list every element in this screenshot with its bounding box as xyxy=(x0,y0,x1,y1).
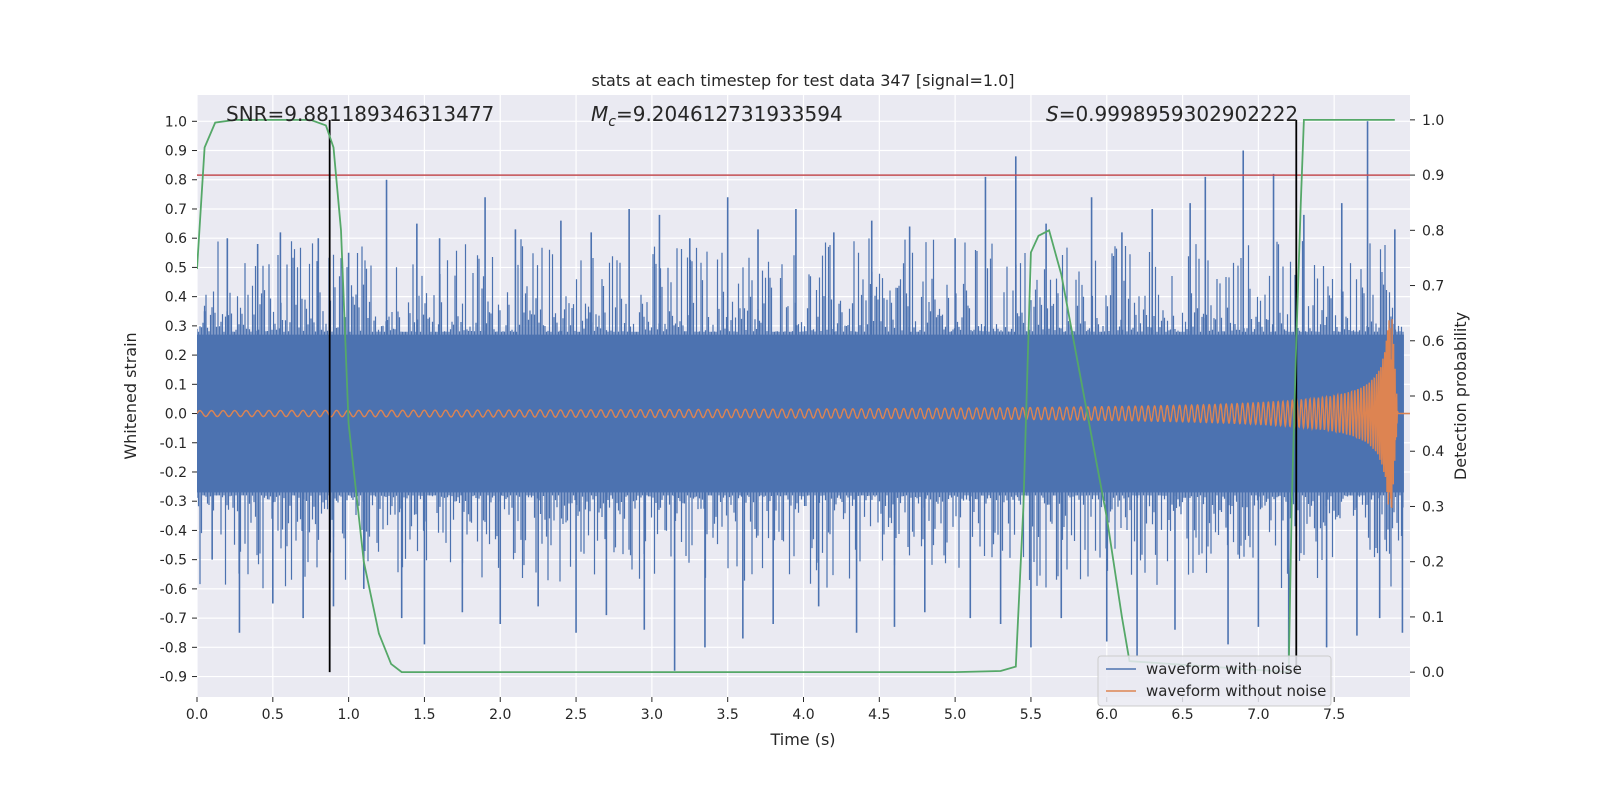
y-tick-label: 0.2 xyxy=(165,348,187,364)
y2-tick-label: 0.4 xyxy=(1422,444,1444,460)
x-tick-label: 6.0 xyxy=(1096,707,1118,723)
x-axis: 0.0 0.5 1.0 1.5 2.0 2.5 3.0 3.5 4.0 4.5 5.0 5.5 6.0 6… xyxy=(186,697,1345,723)
x-tick-label: 7.5 xyxy=(1323,707,1345,723)
x-tick-label: 3.5 xyxy=(717,707,739,723)
s-symbol: S xyxy=(1046,102,1059,126)
y-tick-label: 0.8 xyxy=(165,173,187,189)
x-axis-label: Time (s) xyxy=(769,730,835,749)
y-tick-label: -0.5 xyxy=(160,553,187,569)
x-tick-label: 4.0 xyxy=(792,707,814,723)
clean-trace xyxy=(197,319,1410,509)
mc-value: =9.204612731933594 xyxy=(616,102,843,126)
y-tick-label: -0.9 xyxy=(160,670,187,686)
legend: waveform with noise waveform without noi… xyxy=(1097,655,1332,707)
snr-annotation: SNR=9.881189346313477 xyxy=(226,102,494,126)
x-tick-label: 7.0 xyxy=(1247,707,1269,723)
y-tick-label: 0.5 xyxy=(165,260,187,276)
y-tick-label: 0.9 xyxy=(165,144,187,160)
x-tick-label: 5.5 xyxy=(1020,707,1042,723)
y2-tick-label: 0.8 xyxy=(1422,223,1444,239)
y2-tick-label: 1.0 xyxy=(1422,113,1444,129)
y-axis-label: Whitened strain xyxy=(121,332,140,459)
y-tick-label: 0.1 xyxy=(165,377,187,393)
y2-tick-label: 0.6 xyxy=(1422,334,1444,350)
chart-title: stats at each timestep for test data 347… xyxy=(591,71,1014,90)
y-axis-right: 1.0 0.9 0.8 0.7 0.6 0.5 0.4 0.3 0.2 0.1 0.0 xyxy=(1410,113,1444,681)
x-tick-label: 1.5 xyxy=(413,707,435,723)
x-tick-label: 6.5 xyxy=(1171,707,1193,723)
x-tick-label: 5.0 xyxy=(944,707,966,723)
y-tick-label: -0.3 xyxy=(160,494,187,510)
x-tick-label: 1.0 xyxy=(337,707,359,723)
noise-series xyxy=(197,121,1410,671)
y-tick-label: -0.6 xyxy=(160,582,187,598)
y2-tick-label: 0.3 xyxy=(1422,499,1444,515)
s-value: =0.9998959302902222 xyxy=(1059,102,1298,126)
y-tick-label: 0.3 xyxy=(165,319,187,335)
y-tick-label: 0.6 xyxy=(165,231,187,247)
mc-symbol: M xyxy=(591,102,608,126)
y-tick-label: 0.7 xyxy=(165,202,187,218)
s-annotation: S=0.9998959302902222 xyxy=(1046,102,1298,126)
legend-label-noise: waveform with noise xyxy=(1146,660,1302,678)
y-tick-label: 0.0 xyxy=(165,407,187,423)
y2-tick-label: 0.2 xyxy=(1422,555,1444,571)
y-tick-label: 0.4 xyxy=(165,290,187,306)
y2-tick-label: 0.0 xyxy=(1422,665,1444,681)
x-tick-label: 0.0 xyxy=(186,707,208,723)
x-tick-label: 0.5 xyxy=(262,707,284,723)
y-tick-label: -0.1 xyxy=(160,436,187,452)
x-tick-label: 3.0 xyxy=(641,707,663,723)
legend-label-clean: waveform without noise xyxy=(1146,682,1326,700)
clean-series xyxy=(197,319,1410,509)
y-tick-label: -0.8 xyxy=(160,640,187,656)
mc-subscript: c xyxy=(608,114,616,130)
x-tick-label: 4.5 xyxy=(868,707,890,723)
y-tick-label: -0.2 xyxy=(160,465,187,481)
y2-tick-label: 0.1 xyxy=(1422,610,1444,626)
x-tick-label: 2.5 xyxy=(565,707,587,723)
y2-tick-label: 0.5 xyxy=(1422,389,1444,405)
legend-box xyxy=(1097,655,1332,707)
y2-tick-label: 0.7 xyxy=(1422,279,1444,295)
y2-tick-label: 0.9 xyxy=(1422,168,1444,184)
y-tick-label: -0.7 xyxy=(160,611,187,627)
y-tick-label: -0.4 xyxy=(160,523,187,539)
y2-axis-label: Detection probability xyxy=(1451,312,1470,480)
y-axis-left: 1.0 0.9 0.8 0.7 0.6 0.5 0.4 0.3 0.2 0.1 0.0 -0.1 -0.… xyxy=(160,114,197,686)
y-tick-label: 1.0 xyxy=(165,114,187,130)
x-tick-label: 2.0 xyxy=(489,707,511,723)
mc-annotation: Mc=9.204612731933594 xyxy=(591,102,843,130)
